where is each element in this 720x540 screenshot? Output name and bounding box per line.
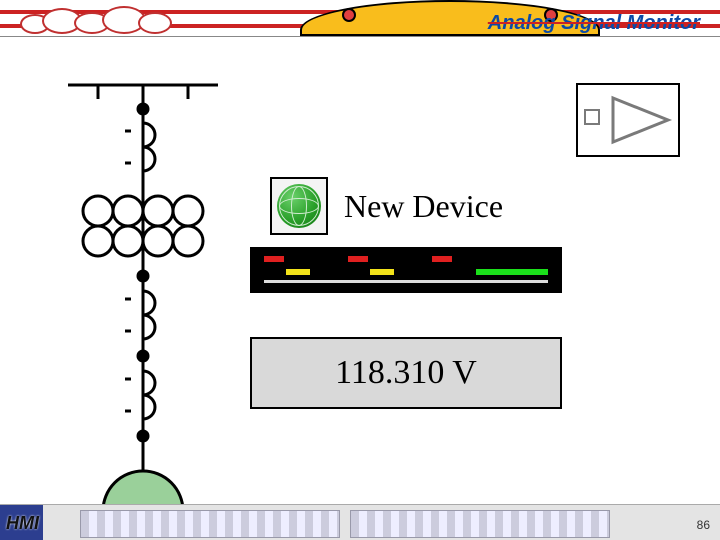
footer-thumbnail: [80, 510, 340, 538]
led-segment-yellow: [286, 269, 310, 275]
diagram-area: New Device 118.310 V: [0, 36, 720, 504]
led-segment-red: [264, 256, 284, 262]
led-meter: [250, 247, 562, 293]
play-arrow-box: [576, 83, 680, 157]
device-label: New Device: [344, 188, 503, 225]
led-segment-green: [476, 269, 548, 275]
exhaust-cloud-graphic: [20, 4, 180, 38]
device-icon-box: [270, 177, 328, 235]
triangle-arrow-icon: [583, 90, 673, 150]
footer-thumbnail: [350, 510, 610, 538]
header-band: Analog Signal Monitor: [0, 0, 720, 38]
device-row: New Device: [270, 177, 503, 235]
led-segment-red: [348, 256, 368, 262]
led-segment-red: [432, 256, 452, 262]
footer-band: [0, 504, 720, 540]
led-baseline: [264, 280, 548, 283]
led-segment-yellow: [370, 269, 394, 275]
slide-number: 86: [697, 518, 710, 532]
voltage-readout: 118.310 V: [250, 337, 562, 409]
page-title: Analog Signal Monitor: [488, 12, 700, 35]
footer-left-label: HMI: [6, 513, 39, 534]
globe-icon: [277, 184, 321, 228]
bus-light-icon: [342, 8, 356, 22]
electrical-schematic: [68, 81, 218, 521]
